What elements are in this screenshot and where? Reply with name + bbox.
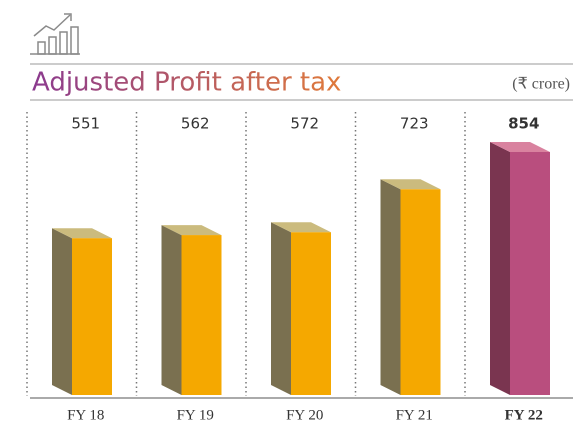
unit-label: (₹ crore) <box>512 76 570 93</box>
value-label: 572 <box>290 115 319 133</box>
value-label: 854 <box>508 115 539 133</box>
bar <box>161 225 222 395</box>
bar-front <box>181 235 222 395</box>
bar <box>52 228 112 395</box>
bar-top <box>271 222 331 233</box>
bar-front <box>72 238 112 395</box>
value-label: 562 <box>181 115 210 133</box>
bar-top <box>380 179 441 190</box>
bar-side <box>271 222 291 395</box>
bar <box>271 222 331 395</box>
bar-front <box>291 232 331 395</box>
bar <box>490 142 550 395</box>
value-label: 551 <box>71 115 100 133</box>
bar-front <box>510 152 550 395</box>
bar-front <box>400 189 441 395</box>
x-tick-label: FY 19 <box>177 407 214 423</box>
x-tick-label: FY 18 <box>67 407 104 423</box>
bar-side <box>52 228 72 395</box>
bar <box>380 179 441 395</box>
x-tick-label: FY 20 <box>286 407 323 423</box>
x-tick-label: FY 21 <box>396 407 433 423</box>
bar-top <box>490 142 550 152</box>
bar-side <box>161 225 182 395</box>
chart-title: Adjusted Profit after tax <box>32 68 341 98</box>
bar-side <box>490 142 510 395</box>
icon <box>30 13 80 55</box>
x-tick-label: FY 22 <box>505 407 543 423</box>
bar-top <box>52 228 112 239</box>
bar-side <box>380 179 401 395</box>
value-label: 723 <box>400 115 429 133</box>
bar-top <box>161 225 222 236</box>
